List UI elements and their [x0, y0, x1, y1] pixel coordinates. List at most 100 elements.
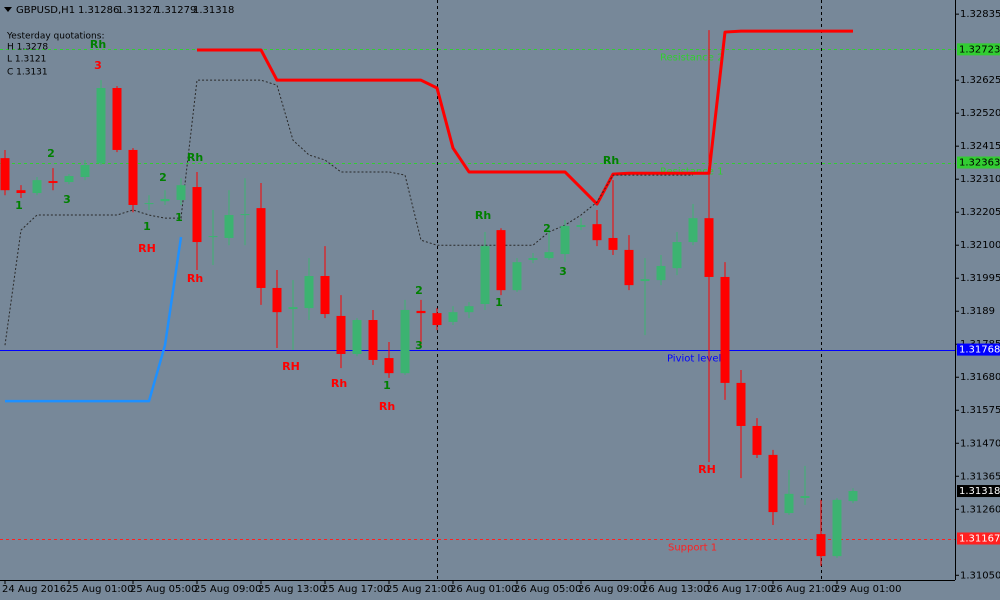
candle-body	[752, 425, 762, 455]
candle-body	[80, 165, 90, 177]
candle-body	[784, 493, 794, 514]
candle-body	[720, 276, 730, 383]
x-tick-label: 29 Aug 01:00	[834, 584, 901, 595]
x-tick-label: 25 Aug 09:00	[194, 584, 261, 595]
y-tick-label: 1.32100	[960, 240, 1000, 251]
annotation: 2	[415, 284, 423, 297]
y-tick-label: 1.32205	[960, 207, 1000, 218]
candle-body	[544, 252, 554, 259]
y-tick-label: 1.31470	[960, 438, 1000, 449]
price-badge	[957, 532, 1000, 545]
annotation: 1	[143, 220, 151, 233]
info-line: H 1.3278	[7, 43, 48, 53]
price-badge-label: 1.31768	[959, 345, 1000, 356]
x-tick-label: 25 Aug 21:00	[386, 584, 453, 595]
y-tick-label: 1.3189	[960, 306, 995, 317]
y-tick-label: 1.31365	[960, 471, 1000, 482]
y-tick-label: 1.31680	[960, 372, 1000, 383]
annotation: 3	[559, 265, 567, 278]
price-badge	[957, 343, 1000, 356]
candle-body	[848, 491, 858, 502]
candle-body	[832, 499, 842, 557]
quote-high: 1.31327	[117, 5, 158, 16]
y-tick-label: 1.32310	[960, 174, 1000, 185]
annotation: 1	[175, 211, 183, 224]
indicator-line	[197, 29, 853, 206]
symbol: GBPUSD,H1	[16, 5, 75, 16]
candle-body	[736, 382, 746, 426]
x-tick-label: 25 Aug 17:00	[322, 584, 389, 595]
candle-body	[432, 313, 442, 326]
y-tick-label: 1.32415	[960, 141, 1000, 152]
x-tick-label: 26 Aug 01:00	[450, 584, 517, 595]
candle-body	[320, 276, 330, 315]
last-price-label: 1.31318	[959, 486, 1000, 497]
y-tick-label: 1.32835	[960, 9, 1000, 20]
annotation: 1	[383, 379, 391, 392]
candle-body	[240, 214, 250, 216]
candle-body	[640, 279, 650, 282]
y-tick-label: 1.32520	[960, 108, 1000, 119]
info-title: Yesterday quotations:	[6, 32, 104, 42]
annotation: Rh	[475, 209, 491, 222]
indicator-line	[4, 79, 693, 346]
x-tick-label: 26 Aug 13:00	[642, 584, 709, 595]
annotation: RH	[698, 463, 716, 476]
price-badge	[957, 156, 1000, 169]
candle-body	[688, 218, 698, 243]
candle-body	[656, 265, 666, 281]
candle-body	[528, 258, 538, 260]
annotation: 1	[495, 296, 503, 309]
annotation: 2	[47, 147, 55, 160]
x-tick-label: 26 Aug 05:00	[514, 584, 581, 595]
y-tick-label: 1.31050	[960, 570, 1000, 581]
annotation: 3	[94, 59, 102, 72]
candle-body	[304, 276, 314, 309]
candle-body	[144, 203, 154, 205]
candle-body	[288, 307, 298, 310]
candle-body	[400, 309, 410, 374]
annotation: RH	[282, 360, 300, 373]
x-tick-label: 26 Aug 09:00	[578, 584, 645, 595]
price-badge-label: 1.31167	[959, 534, 1000, 545]
annotation: 2	[543, 222, 551, 235]
candle-body	[800, 496, 810, 498]
candle-body	[224, 215, 234, 238]
level-label: Support 1	[668, 543, 717, 554]
candle-body	[48, 181, 58, 183]
y-tick-label: 1.31995	[960, 273, 1000, 284]
x-tick-label: 24 Aug 2016	[2, 584, 66, 595]
candle-body	[256, 208, 266, 288]
candle-body	[480, 246, 490, 304]
candle-body	[192, 187, 202, 243]
price-badge-label: 1.32363	[959, 158, 1000, 169]
quote-open: 1.31286	[78, 5, 119, 16]
candle-body	[672, 242, 682, 269]
last-price-badge	[957, 485, 1000, 498]
price-badge-label: 1.32723	[959, 44, 1000, 55]
annotation: Rh	[603, 154, 619, 167]
annotation: 2	[159, 171, 167, 184]
x-tick-label: 26 Aug 21:00	[770, 584, 837, 595]
candle-body	[32, 180, 42, 194]
x-tick-label: 25 Aug 01:00	[66, 584, 133, 595]
candle-body	[64, 176, 74, 183]
indicator-line	[5, 236, 183, 403]
candle-body	[496, 230, 506, 291]
candle-body	[176, 185, 186, 200]
annotation: 3	[63, 193, 71, 206]
annotation: Rh	[90, 38, 106, 51]
candle-body	[368, 320, 378, 360]
y-tick-label: 1.31260	[960, 504, 1000, 515]
candle-body	[768, 454, 778, 513]
candle-body	[128, 149, 138, 205]
menu-arrow[interactable]	[4, 7, 12, 12]
candle-body	[336, 315, 346, 354]
y-tick-label: 1.32625	[960, 75, 1000, 86]
candle-body	[272, 287, 282, 313]
annotation: Rh	[379, 400, 395, 413]
x-tick-label: 25 Aug 13:00	[258, 584, 325, 595]
annotation: 3	[415, 339, 423, 352]
